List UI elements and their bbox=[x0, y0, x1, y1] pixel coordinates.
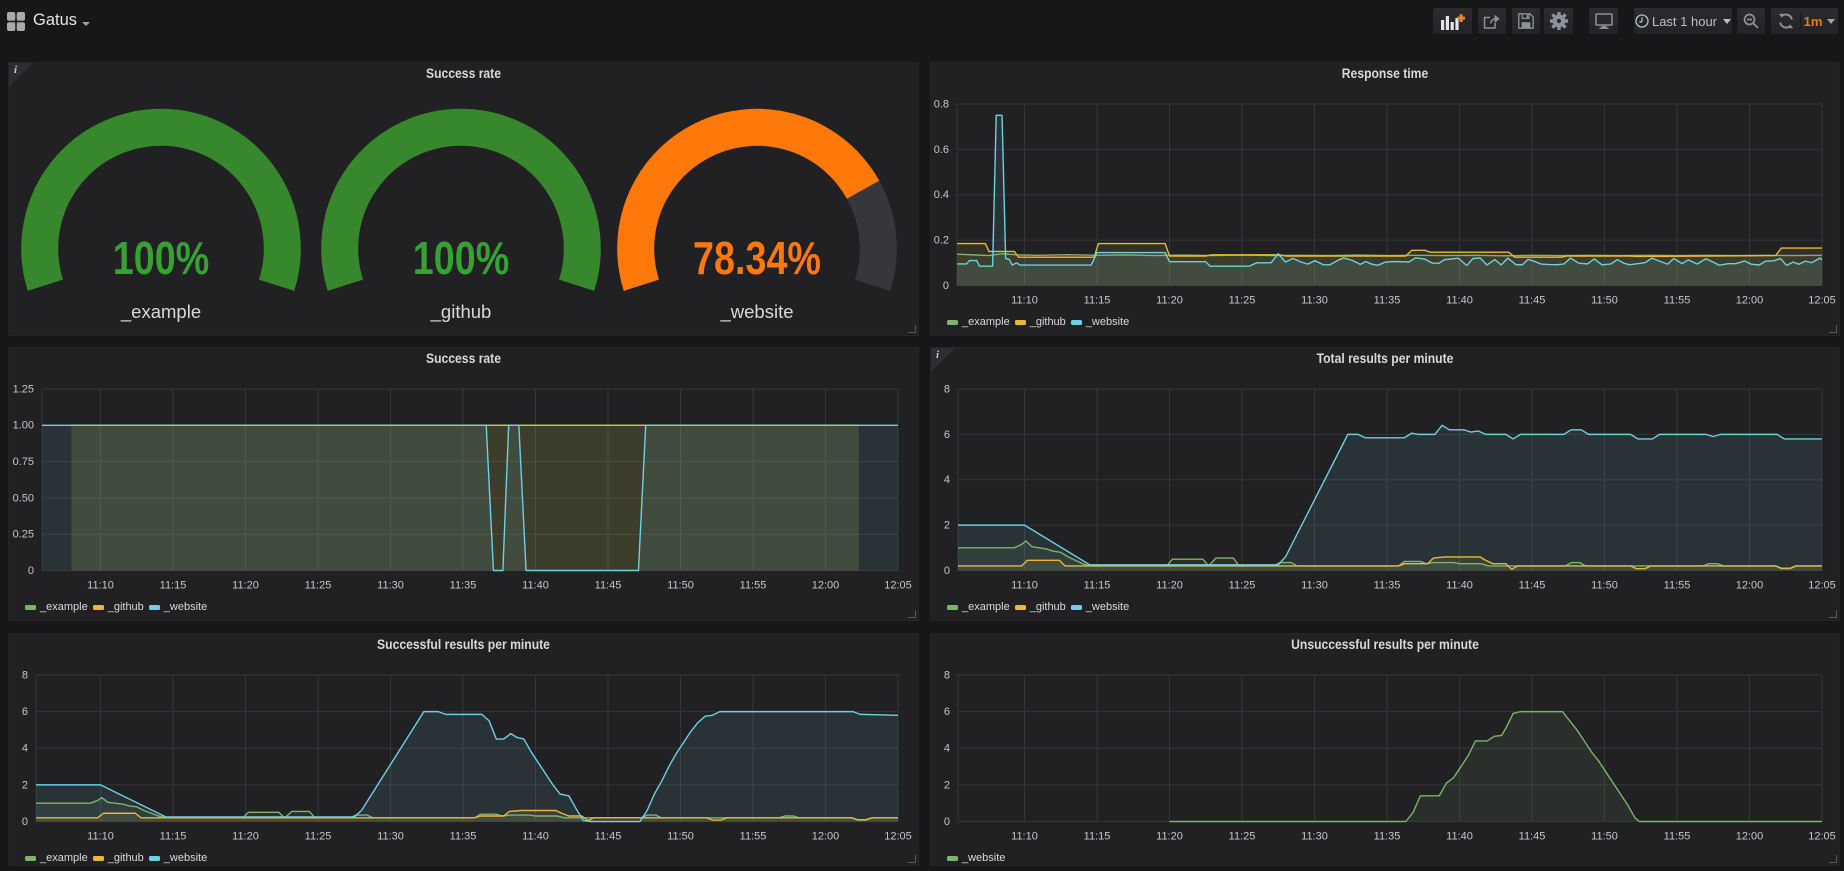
svg-text:6: 6 bbox=[944, 429, 950, 441]
svg-text:11:25: 11:25 bbox=[1229, 831, 1256, 843]
svg-text:11:30: 11:30 bbox=[377, 580, 404, 592]
svg-text:11:50: 11:50 bbox=[667, 580, 694, 592]
svg-text:0.25: 0.25 bbox=[13, 529, 34, 541]
svg-text:11:20: 11:20 bbox=[1156, 295, 1183, 307]
svg-text:4: 4 bbox=[944, 474, 950, 486]
svg-text:11:55: 11:55 bbox=[740, 580, 767, 592]
svg-text:0.4: 0.4 bbox=[934, 189, 949, 201]
svg-text:11:30: 11:30 bbox=[377, 831, 404, 843]
svg-text:2: 2 bbox=[944, 520, 950, 532]
svg-text:11:25: 11:25 bbox=[1229, 580, 1256, 592]
svg-text:11:20: 11:20 bbox=[1156, 831, 1183, 843]
svg-text:11:50: 11:50 bbox=[1591, 831, 1618, 843]
svg-text:11:10: 11:10 bbox=[87, 580, 114, 592]
svg-text:12:00: 12:00 bbox=[1736, 831, 1764, 843]
svg-text:11:35: 11:35 bbox=[450, 831, 477, 843]
svg-text:11:30: 11:30 bbox=[1301, 580, 1328, 592]
svg-text:1.00: 1.00 bbox=[13, 420, 34, 432]
svg-text:6: 6 bbox=[944, 706, 950, 718]
svg-text:4: 4 bbox=[944, 743, 950, 755]
svg-text:11:40: 11:40 bbox=[522, 831, 549, 843]
svg-text:11:20: 11:20 bbox=[232, 831, 259, 843]
svg-text:0.2: 0.2 bbox=[934, 235, 949, 247]
svg-text:4: 4 bbox=[22, 743, 28, 755]
svg-text:11:20: 11:20 bbox=[232, 580, 259, 592]
svg-text:8: 8 bbox=[22, 669, 28, 681]
svg-text:11:10: 11:10 bbox=[1011, 295, 1038, 307]
svg-text:11:15: 11:15 bbox=[1084, 580, 1111, 592]
svg-text:11:50: 11:50 bbox=[1591, 580, 1618, 592]
svg-text:11:40: 11:40 bbox=[1446, 295, 1473, 307]
svg-text:11:55: 11:55 bbox=[1664, 831, 1691, 843]
svg-text:11:15: 11:15 bbox=[1084, 295, 1111, 307]
svg-text:11:25: 11:25 bbox=[1229, 295, 1256, 307]
svg-text:11:55: 11:55 bbox=[1664, 580, 1691, 592]
svg-text:11:15: 11:15 bbox=[1084, 831, 1111, 843]
svg-text:2: 2 bbox=[22, 779, 28, 791]
svg-text:11:20: 11:20 bbox=[1156, 580, 1183, 592]
svg-text:12:00: 12:00 bbox=[812, 831, 840, 843]
svg-text:12:05: 12:05 bbox=[1808, 295, 1836, 307]
svg-text:12:00: 12:00 bbox=[1736, 295, 1764, 307]
svg-text:0.8: 0.8 bbox=[934, 98, 949, 110]
svg-text:8: 8 bbox=[944, 383, 950, 395]
svg-text:0.75: 0.75 bbox=[13, 456, 34, 468]
svg-text:11:25: 11:25 bbox=[305, 580, 332, 592]
svg-text:0: 0 bbox=[28, 565, 34, 577]
svg-text:0: 0 bbox=[943, 280, 949, 292]
svg-text:11:35: 11:35 bbox=[1374, 295, 1401, 307]
svg-text:11:55: 11:55 bbox=[1664, 295, 1691, 307]
svg-text:11:45: 11:45 bbox=[1519, 580, 1546, 592]
svg-text:11:45: 11:45 bbox=[595, 831, 622, 843]
svg-text:6: 6 bbox=[22, 706, 28, 718]
svg-text:11:35: 11:35 bbox=[1374, 831, 1401, 843]
svg-text:11:30: 11:30 bbox=[1301, 295, 1328, 307]
svg-text:11:15: 11:15 bbox=[160, 831, 187, 843]
svg-text:11:10: 11:10 bbox=[87, 831, 114, 843]
svg-text:11:10: 11:10 bbox=[1011, 580, 1038, 592]
svg-text:0.50: 0.50 bbox=[13, 492, 34, 504]
svg-text:11:45: 11:45 bbox=[1519, 295, 1546, 307]
svg-text:11:50: 11:50 bbox=[667, 831, 694, 843]
svg-text:11:35: 11:35 bbox=[450, 580, 477, 592]
svg-text:11:10: 11:10 bbox=[1011, 831, 1038, 843]
svg-text:11:40: 11:40 bbox=[1446, 580, 1473, 592]
svg-text:0: 0 bbox=[944, 565, 950, 577]
svg-text:11:45: 11:45 bbox=[1519, 831, 1546, 843]
svg-text:11:30: 11:30 bbox=[1301, 831, 1328, 843]
svg-text:12:05: 12:05 bbox=[884, 831, 912, 843]
svg-text:11:15: 11:15 bbox=[160, 580, 187, 592]
svg-text:11:25: 11:25 bbox=[305, 831, 332, 843]
svg-text:11:40: 11:40 bbox=[522, 580, 549, 592]
svg-text:11:40: 11:40 bbox=[1446, 831, 1473, 843]
svg-text:0.6: 0.6 bbox=[934, 144, 949, 156]
svg-text:0: 0 bbox=[944, 816, 950, 828]
svg-text:11:55: 11:55 bbox=[740, 831, 767, 843]
svg-text:12:05: 12:05 bbox=[884, 580, 912, 592]
svg-text:8: 8 bbox=[944, 669, 950, 681]
svg-text:11:50: 11:50 bbox=[1591, 295, 1618, 307]
svg-text:0: 0 bbox=[22, 816, 28, 828]
svg-text:12:05: 12:05 bbox=[1808, 831, 1836, 843]
svg-text:12:05: 12:05 bbox=[1808, 580, 1836, 592]
svg-text:12:00: 12:00 bbox=[1736, 580, 1764, 592]
svg-text:11:45: 11:45 bbox=[595, 580, 622, 592]
svg-text:1.25: 1.25 bbox=[13, 383, 34, 395]
svg-text:11:35: 11:35 bbox=[1374, 580, 1401, 592]
svg-text:12:00: 12:00 bbox=[812, 580, 840, 592]
svg-text:2: 2 bbox=[944, 779, 950, 791]
